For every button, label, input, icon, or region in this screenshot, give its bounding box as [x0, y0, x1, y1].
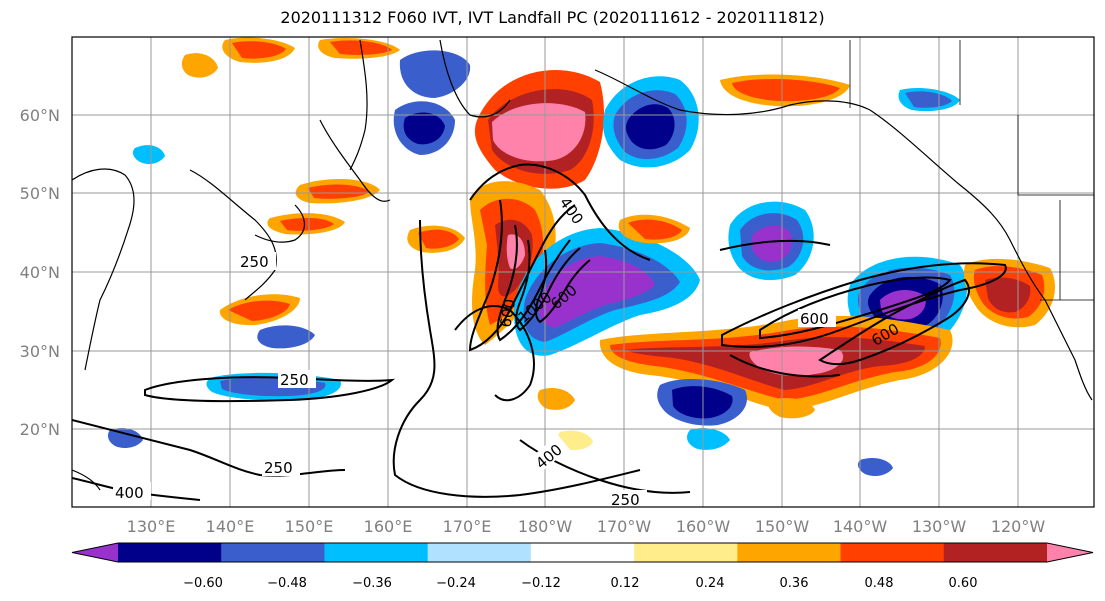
lon-label: 150°E [285, 517, 334, 536]
ivt-contours [72, 163, 1007, 501]
colorbar-tick-label: −0.60 [183, 576, 223, 591]
colorbar-segment [943, 543, 1048, 562]
colorbar-tick-label: −0.36 [352, 576, 392, 591]
contour-600-east [721, 262, 1007, 348]
lon-label: 140°W [833, 517, 888, 536]
lon-label: 170°W [597, 517, 652, 536]
contour-label: 250 [264, 459, 293, 477]
contour-label: 250 [280, 371, 309, 389]
lat-label: 40°N [20, 263, 60, 282]
lon-label: 130°E [127, 517, 176, 536]
contour-400 [468, 199, 576, 352]
lon-label: 180°W [518, 517, 573, 536]
colorbar-outline [71, 542, 1094, 563]
colorbar-extend-low [72, 543, 118, 562]
contour-label: 250 [611, 491, 640, 509]
contour-1000 [534, 249, 591, 324]
colorbar-tick-label: −0.48 [267, 576, 307, 591]
colorbar-tick-label: −0.24 [436, 576, 476, 591]
colorbar-extend-high [1047, 543, 1093, 562]
contour-250-outer [392, 219, 641, 498]
contour-250-west [144, 376, 396, 403]
coastlines [72, 39, 1094, 491]
colorbar-tick-label: −0.12 [521, 576, 561, 591]
lon-label: 160°E [364, 517, 413, 536]
contour-label: 400 [556, 194, 587, 228]
contour-label: 250 [240, 253, 269, 271]
lon-label: 130°W [912, 517, 967, 536]
colorbar-tick-label: 0.36 [780, 576, 809, 591]
lat-label: 60°N [20, 106, 60, 125]
map-frame [71, 36, 1095, 508]
contour-label: 600 [800, 310, 829, 328]
lon-label: 120°W [991, 517, 1046, 536]
colorbar-segment [118, 543, 222, 562]
colorbar-segment [427, 543, 532, 562]
colorbar-tick-label: 0.60 [949, 576, 978, 591]
colorbar-tick-label: 0.24 [696, 576, 725, 591]
shaded-anomaly-field [107, 37, 1055, 476]
colorbar-tick-label: 0.48 [865, 576, 894, 591]
lat-label: 50°N [20, 184, 60, 203]
colorbar-segment [530, 543, 635, 562]
contour-label: 400 [115, 484, 144, 502]
colorbar-segment [840, 543, 945, 562]
colorbar-tick-labels: −0.60 −0.48 −0.36 −0.24 −0.12 0.12 0.24 … [183, 576, 977, 591]
colorbar-segment [324, 543, 429, 562]
colorbar-segment [634, 543, 738, 562]
lon-label: 150°W [755, 517, 810, 536]
lon-tick-labels: 130°E 140°E 150°E 160°E 170°E 180°W 170°… [127, 517, 1046, 536]
graticule [72, 37, 1094, 507]
colorbar-segment [221, 543, 325, 562]
colorbar-tick-label: 0.12 [611, 576, 640, 591]
colorbar [71, 542, 1094, 563]
map-title: 2020111312 F060 IVT, IVT Landfall PC (20… [280, 8, 825, 27]
contour-label: 600 [496, 298, 519, 329]
colorbar-segment [737, 543, 842, 562]
lat-label: 20°N [20, 420, 60, 439]
lon-label: 170°E [443, 517, 492, 536]
lon-label: 140°E [206, 517, 255, 536]
lon-label: 160°W [676, 517, 731, 536]
lat-tick-labels: 60°N 50°N 40°N 30°N 20°N [20, 106, 60, 439]
lat-label: 30°N [20, 342, 60, 361]
